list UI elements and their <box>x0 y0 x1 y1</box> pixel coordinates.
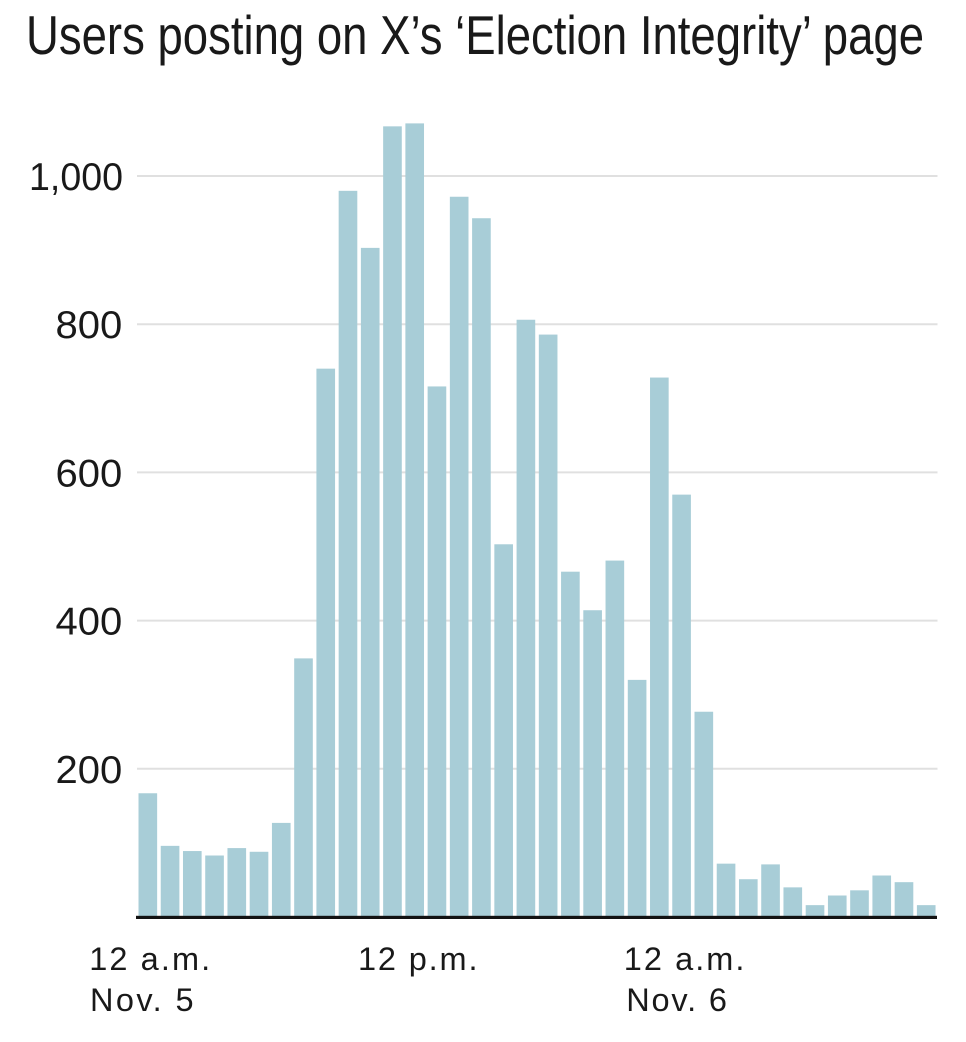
svg-text:800: 800 <box>56 304 123 347</box>
svg-text:Users posting on X’s ‘Election: Users posting on X’s ‘Election Integrity… <box>26 4 924 66</box>
svg-text:12 a.m.: 12 a.m. <box>624 941 745 977</box>
svg-text:Nov. 5: Nov. 5 <box>90 982 194 1018</box>
svg-text:12 p.m.: 12 p.m. <box>358 941 478 977</box>
svg-text:1,000: 1,000 <box>29 156 123 199</box>
svg-text:Nov. 6: Nov. 6 <box>626 982 727 1018</box>
svg-text:400: 400 <box>56 601 123 644</box>
svg-text:200: 200 <box>56 749 123 792</box>
svg-text:600: 600 <box>56 452 123 495</box>
svg-text:12 a.m.: 12 a.m. <box>89 941 210 977</box>
